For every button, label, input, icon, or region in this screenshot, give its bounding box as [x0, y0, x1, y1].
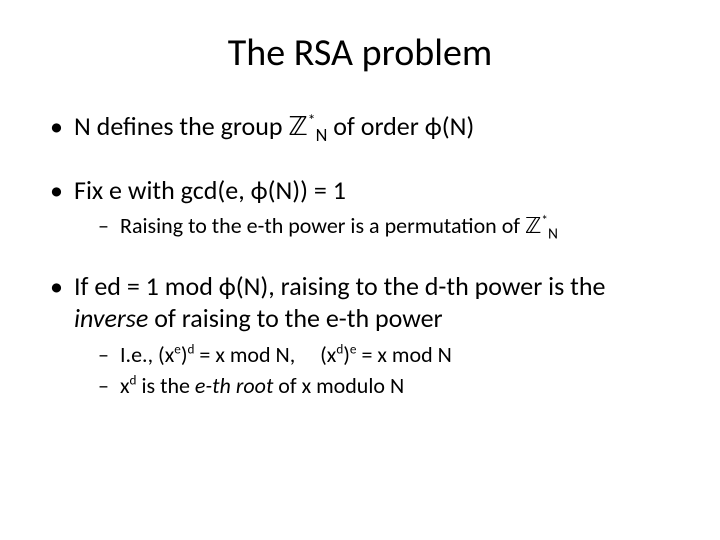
slide: The RSA problem N defines the group ℤ*N … [0, 0, 720, 540]
b1-pre: N defines the group [74, 110, 288, 142]
phi-symbol: ϕ [219, 270, 236, 302]
page-title: The RSA problem [40, 30, 680, 76]
b3s2-b: is the [136, 372, 194, 399]
bullet-2: Fix e with gcd(e, ϕ(N)) = 1 Raising to t… [50, 174, 680, 240]
z-symbol: ℤ [525, 213, 541, 238]
b1-post: (N) [442, 110, 475, 142]
z-symbol: ℤ [288, 112, 307, 141]
phi-symbol: ϕ [425, 110, 442, 142]
bullet-1: N defines the group ℤ*N of order ϕ(N) [50, 110, 680, 144]
b3s1-e2: ) [343, 341, 350, 368]
b2s-sub: N [548, 224, 558, 243]
b3s1-b: ) [181, 341, 188, 368]
b1-mid: of order [327, 110, 424, 142]
b3s2-a: x [120, 372, 130, 399]
b3s1-c: = x mod N, (x [194, 341, 336, 368]
bullet-2-sublist: Raising to the e-th power is a permutati… [74, 212, 680, 240]
b3-inverse: inverse [74, 302, 148, 334]
b1-sub: N [316, 124, 328, 146]
b3s2-eroot: e-th root [195, 372, 278, 399]
b3s2-c: of x modulo N [278, 372, 404, 399]
b3-mid: (N), raising to the d-th power is the [236, 270, 606, 302]
b2-pre: Fix e with gcd(e, [74, 174, 251, 206]
b3s1-a: I.e., (x [120, 341, 174, 368]
bullet-list: N defines the group ℤ*N of order ϕ(N) Fi… [40, 110, 680, 400]
phi-symbol: ϕ [251, 174, 268, 206]
bullet-3-sub-1: I.e., (xe)d = x mod N, (xd)e = x mod N [98, 341, 680, 369]
bullet-3-sub-2: xd is the e-th root of x modulo N [98, 372, 680, 400]
b2-post: (N)) = 1 [268, 174, 346, 206]
b2s-sup: * [541, 212, 548, 229]
b3s1-f: = x mod N [356, 341, 451, 368]
b3-pre: If ed = 1 mod [74, 270, 219, 302]
b2s-pre: Raising to the e-th power is a permutati… [120, 212, 525, 239]
bullet-3: If ed = 1 mod ϕ(N), raising to the d-th … [50, 270, 680, 400]
bullet-2-sub-1: Raising to the e-th power is a permutati… [98, 212, 680, 240]
bullet-3-sublist: I.e., (xe)d = x mod N, (xd)e = x mod N x… [74, 341, 680, 400]
b1-sup: * [308, 111, 316, 130]
b3-post: of raising to the e-th power [148, 302, 442, 334]
